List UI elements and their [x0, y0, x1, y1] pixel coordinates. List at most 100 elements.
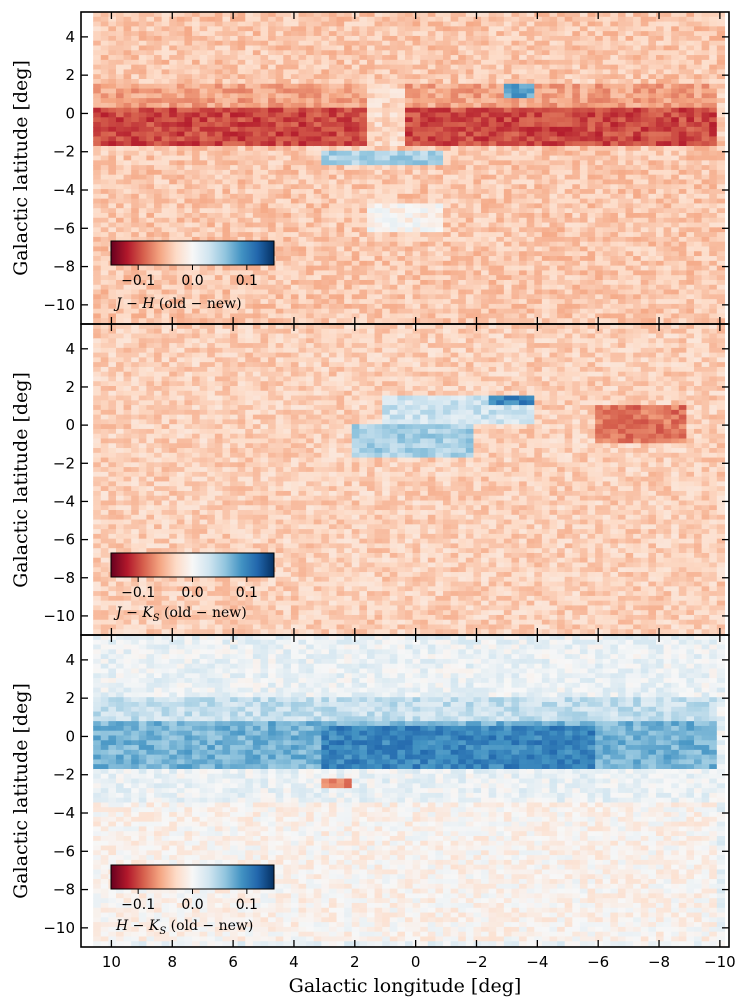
heat-cell [115, 203, 125, 209]
heat-cell [663, 102, 672, 109]
heat-cell [519, 165, 528, 171]
heat-cell [625, 12, 634, 18]
heat-cell [473, 227, 482, 233]
heat-cell [465, 284, 475, 291]
heat-cell [465, 16, 475, 23]
heat-cell [245, 102, 254, 109]
heat-cell [230, 74, 239, 80]
heat-cell [131, 174, 140, 181]
heat-cell [359, 150, 368, 157]
heat-cell [93, 275, 102, 281]
heat-cell [450, 227, 459, 233]
heat-cell [192, 55, 201, 61]
heat-cell [161, 203, 170, 209]
heat-cell [389, 260, 398, 267]
heat-cell [108, 179, 117, 185]
heat-cell [427, 299, 437, 305]
heat-cell [610, 160, 619, 166]
heat-cell [245, 270, 254, 276]
heat-cell [625, 198, 634, 205]
heat-cell [366, 193, 376, 200]
heat-cell [633, 102, 642, 109]
heat-cell [557, 93, 566, 99]
heat-cell [488, 112, 497, 118]
heat-cell [412, 217, 421, 224]
heat-cell [541, 107, 551, 114]
heat-cell [412, 59, 421, 66]
heat-cell [443, 16, 452, 23]
heat-cell [313, 169, 322, 176]
heat-cell [100, 64, 109, 71]
heat-cell [405, 256, 414, 262]
heat-cell [131, 222, 140, 228]
heat-cell [230, 155, 239, 161]
heat-cell [473, 260, 482, 267]
heat-cell [496, 179, 505, 185]
heat-cell [374, 74, 383, 80]
heat-cell [633, 270, 642, 276]
heat-cell [648, 184, 657, 190]
heat-cell [458, 26, 467, 32]
heat-cell [427, 294, 437, 300]
heat-cell [443, 78, 452, 85]
heat-cell [633, 98, 642, 104]
heat-cell [184, 88, 193, 94]
heat-cell [351, 303, 360, 310]
heat-cell [336, 21, 345, 27]
heat-cell [290, 241, 300, 248]
heat-cell [473, 145, 482, 152]
heat-cell [610, 260, 619, 267]
heat-cell [557, 236, 566, 243]
heat-cell [146, 308, 155, 315]
heat-cell [625, 270, 634, 276]
heat-cell [473, 232, 482, 238]
heat-cell [511, 208, 520, 214]
heat-cell [298, 126, 307, 133]
heat-cell [161, 55, 170, 61]
heat-cell [138, 122, 148, 128]
heat-cell [290, 279, 300, 286]
heat-cell [587, 189, 596, 195]
heat-cell [252, 59, 262, 66]
heat-cell [503, 284, 513, 291]
heat-cell [93, 21, 102, 27]
heat-cell [587, 69, 596, 75]
heat-cell [306, 40, 315, 47]
heat-cell [192, 179, 201, 185]
heat-cell [519, 217, 528, 224]
heat-cell [146, 227, 155, 233]
heat-cell [146, 279, 155, 286]
heat-cell [366, 212, 376, 219]
heat-cell [648, 299, 657, 305]
heat-cell [549, 208, 558, 214]
heat-cell [176, 55, 186, 61]
heat-cell [161, 112, 170, 118]
heat-cell [427, 160, 437, 166]
heat-cell [336, 251, 345, 257]
heat-cell [207, 31, 216, 37]
heat-cell [602, 31, 611, 37]
heat-cell [161, 102, 170, 109]
heat-cell [389, 256, 398, 262]
heat-cell [328, 294, 338, 300]
heat-cell [602, 150, 611, 157]
heat-cell [245, 212, 254, 219]
heat-cell [541, 251, 551, 257]
heat-cell [199, 88, 208, 94]
heat-cell [617, 69, 627, 75]
heat-cell [587, 299, 596, 305]
heat-cell [526, 246, 535, 252]
heat-cell [169, 45, 178, 51]
heat-cell [146, 74, 155, 80]
heat-cell [450, 212, 459, 219]
heat-cell [169, 31, 178, 37]
heat-cell [397, 45, 406, 51]
heat-cell [443, 265, 452, 272]
heat-cell [412, 12, 421, 18]
heat-cell [336, 136, 345, 142]
heat-cell [465, 318, 475, 324]
heat-cell [549, 265, 558, 272]
heat-cell [336, 308, 345, 315]
heat-cell [328, 160, 338, 166]
heat-cell [260, 126, 269, 133]
